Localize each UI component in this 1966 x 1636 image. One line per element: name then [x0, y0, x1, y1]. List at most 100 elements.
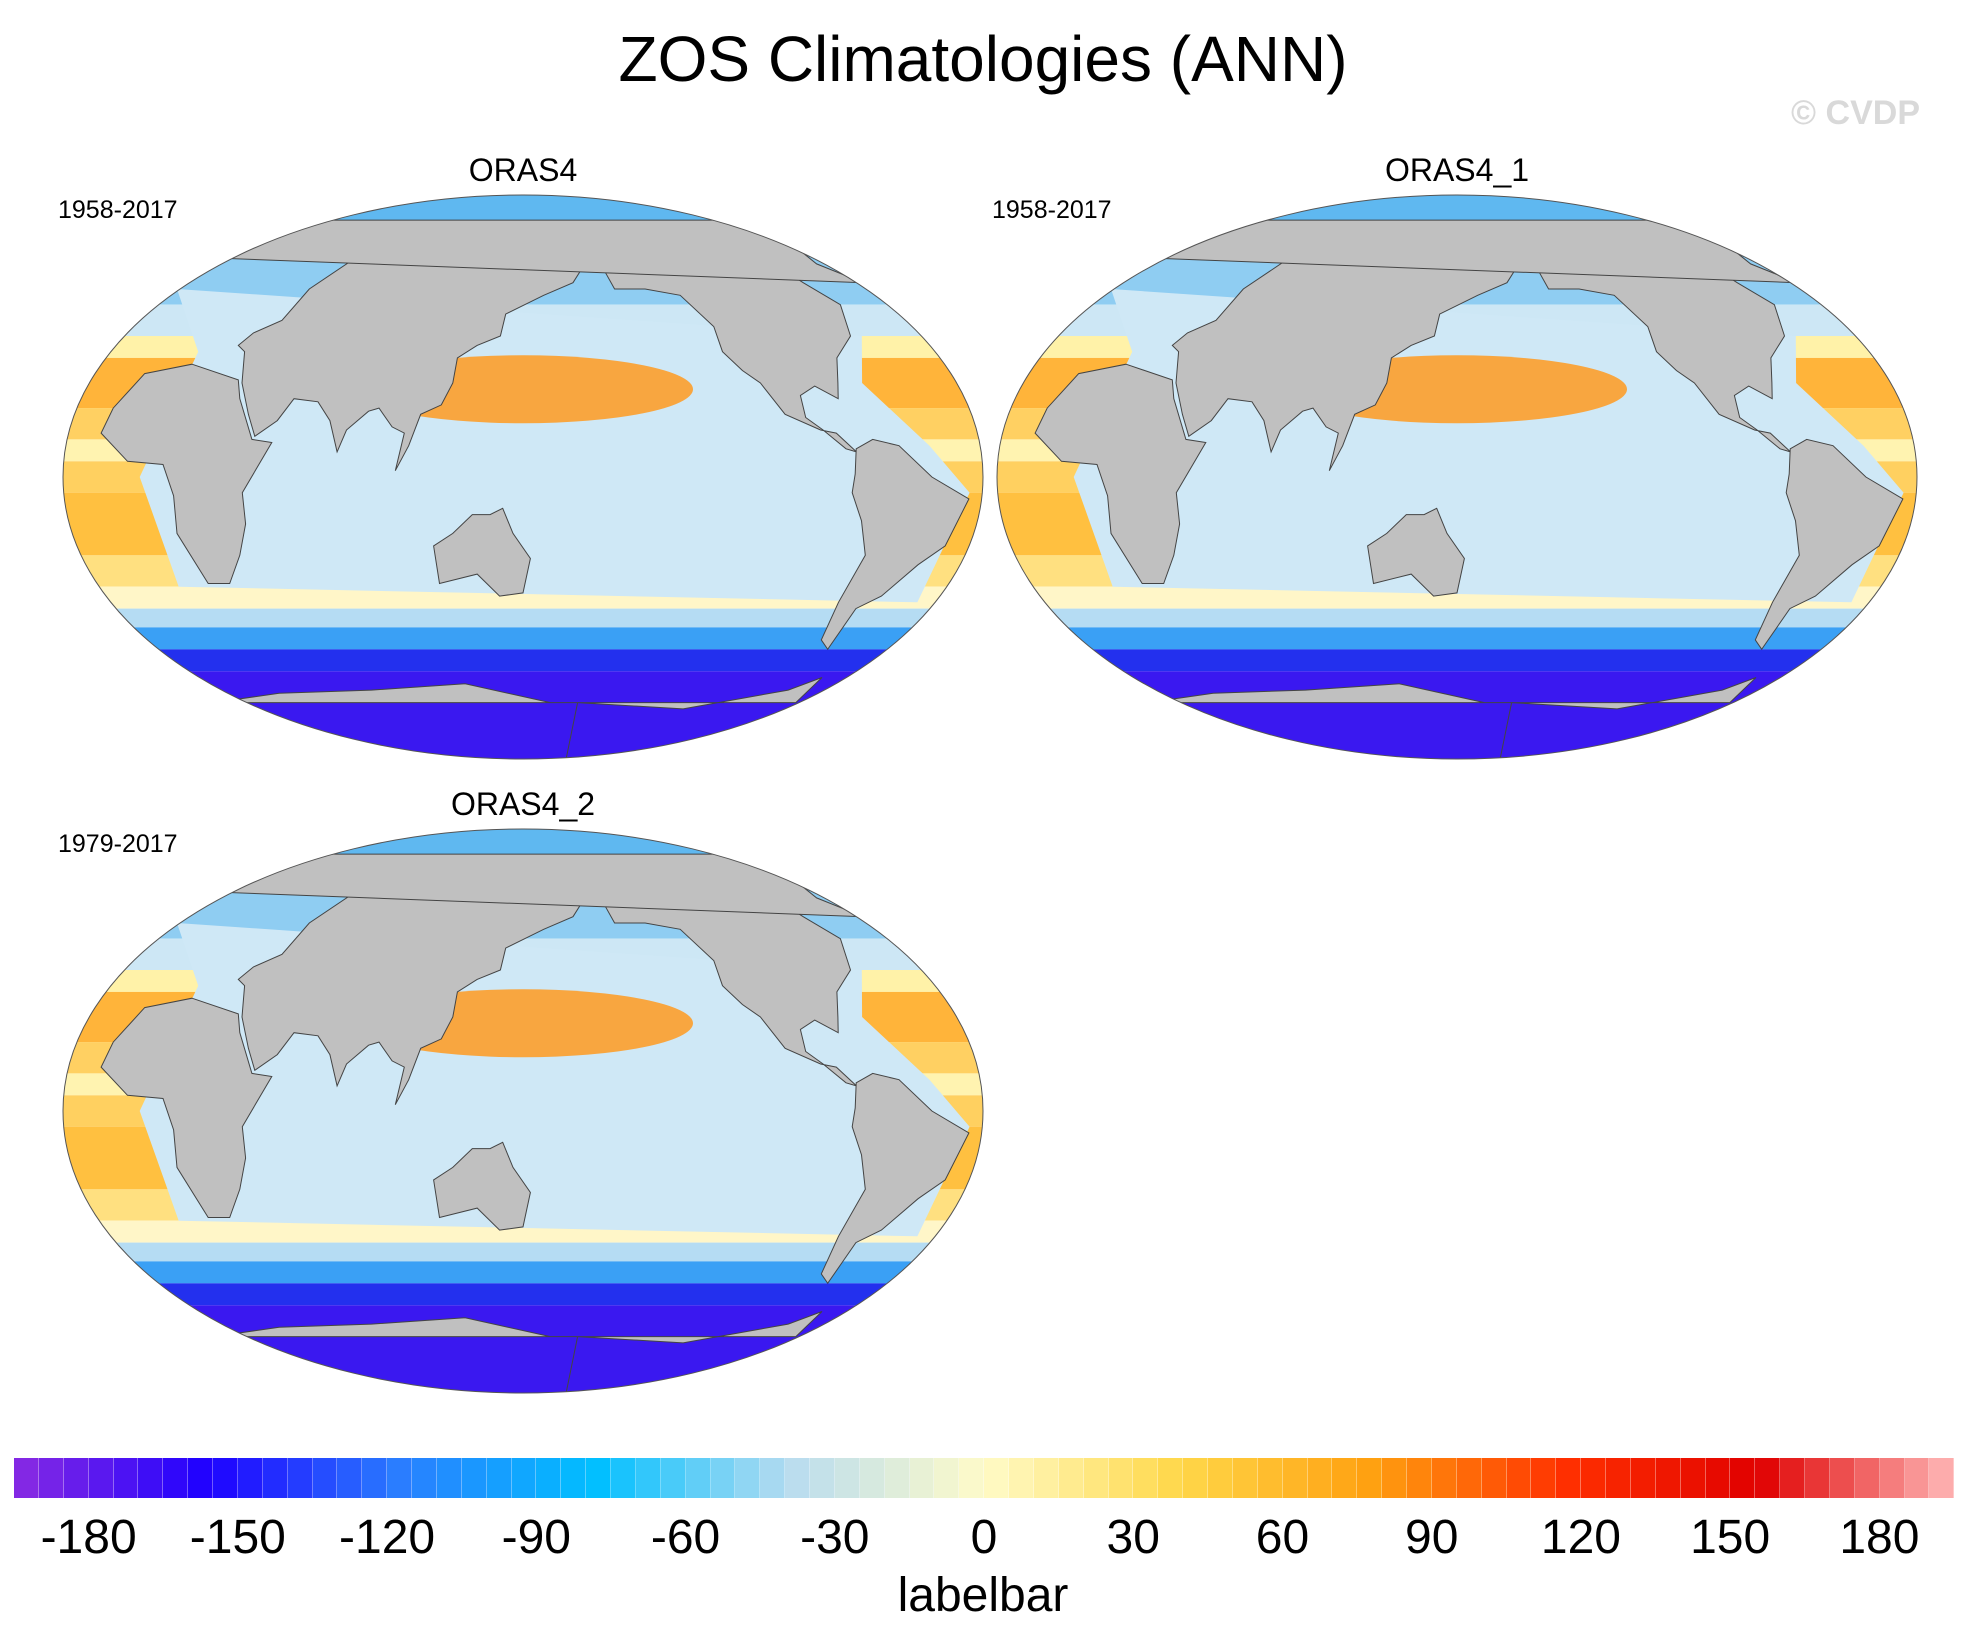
zos-band	[997, 608, 1917, 628]
labelbar-swatch	[785, 1458, 810, 1498]
panel-title: ORAS4_1	[1384, 152, 1530, 188]
figure-title: ZOS Climatologies (ANN)	[618, 23, 1348, 95]
world-map	[996, 194, 1918, 760]
labelbar-tick-label: 90	[1404, 1511, 1459, 1564]
landmass	[100, 997, 273, 1218]
zos-band	[63, 608, 983, 628]
zos-band	[63, 671, 983, 759]
labelbar-tick-label: -180	[40, 1511, 137, 1564]
labelbar-swatch	[934, 1458, 960, 1498]
labelbar-swatch	[859, 1458, 885, 1498]
labelbar-swatch	[760, 1458, 786, 1498]
labelbar-swatch	[1058, 1458, 1084, 1498]
labelbar-swatch	[1407, 1458, 1432, 1498]
landmass	[433, 507, 531, 597]
labelbar-swatch	[586, 1458, 611, 1498]
labelbar-swatch	[1730, 1458, 1756, 1498]
labelbar-tick-label: 150	[1690, 1511, 1771, 1564]
labelbar-swatch	[1581, 1458, 1606, 1498]
labelbar-swatch	[1183, 1458, 1208, 1498]
labelbar-swatch	[436, 1458, 462, 1498]
labelbar-swatch	[461, 1458, 487, 1498]
labelbar-swatch	[113, 1458, 139, 1498]
labelbar-swatch	[38, 1458, 64, 1498]
labelbar-swatch	[909, 1458, 935, 1498]
labelbar-swatch	[834, 1458, 860, 1498]
labelbar-swatch	[884, 1458, 910, 1498]
labelbar-swatch	[1606, 1458, 1631, 1498]
landmass	[237, 866, 582, 1105]
labelbar-tick-label: -60	[650, 1511, 721, 1564]
labelbar-swatch	[1009, 1458, 1034, 1498]
labelbar-title: labelbar	[897, 1569, 1069, 1622]
labelbar-swatch	[810, 1458, 835, 1498]
labelbar-swatch	[1929, 1458, 1955, 1498]
labelbar-swatch	[710, 1458, 736, 1498]
labelbar-swatch	[1108, 1458, 1134, 1498]
labelbar-swatch	[312, 1458, 338, 1498]
labelbar-swatch	[635, 1458, 661, 1498]
labelbar-swatch	[984, 1458, 1009, 1498]
labelbar-swatch	[1829, 1458, 1855, 1498]
labelbar-swatch	[486, 1458, 512, 1498]
labelbar-swatch	[1208, 1458, 1233, 1498]
labelbar-swatch	[1232, 1458, 1258, 1498]
labelbar-tick-label: 0	[970, 1511, 998, 1564]
map-border	[62, 194, 984, 760]
labelbar-swatch	[188, 1458, 213, 1498]
landmass	[213, 677, 823, 759]
labelbar-swatch	[1133, 1458, 1159, 1498]
labelbar-swatch	[1083, 1458, 1109, 1498]
labelbar-swatch	[1431, 1458, 1457, 1498]
labelbar-tick-label: 120	[1540, 1511, 1621, 1564]
labelbar-swatch	[1854, 1458, 1880, 1498]
labelbar-swatch	[1531, 1458, 1557, 1498]
labelbar-swatch	[287, 1458, 313, 1498]
labelbar-swatch	[262, 1458, 288, 1498]
labelbar-swatch	[1033, 1458, 1059, 1498]
labelbar-swatch	[63, 1458, 89, 1498]
labelbar-swatch	[1805, 1458, 1830, 1498]
labelbar-swatch	[362, 1458, 388, 1498]
cvdp-credit: © CVDP	[1791, 94, 1920, 132]
labelbar-swatch	[1158, 1458, 1184, 1498]
labelbar-tick-label: -120	[339, 1511, 436, 1564]
labelbar-swatch	[1556, 1458, 1582, 1498]
labelbar-swatch	[14, 1458, 39, 1498]
map-border	[996, 194, 1918, 760]
labelbar-swatch	[1780, 1458, 1805, 1498]
map-panel-oras4-2: ORAS4_2 1979-2017	[58, 786, 988, 1394]
landmass	[1171, 232, 1516, 471]
labelbar-swatch	[1307, 1458, 1333, 1498]
landmass	[213, 1311, 823, 1393]
labelbar-swatch	[1456, 1458, 1482, 1498]
labelbar-swatch	[163, 1458, 189, 1498]
labelbar-swatch	[959, 1458, 985, 1498]
map-border	[62, 828, 984, 1394]
zos-band	[63, 1261, 983, 1284]
labelbar-swatch	[511, 1458, 537, 1498]
zos-band	[63, 649, 983, 672]
labelbar-swatch	[611, 1458, 636, 1498]
labelbar-tick-label: 30	[1106, 1511, 1160, 1564]
labelbar-swatch	[1282, 1458, 1308, 1498]
panel-years: 1958-2017	[58, 196, 178, 224]
zos-band	[997, 649, 1917, 672]
labelbar-swatch	[536, 1458, 562, 1498]
landmass	[820, 438, 970, 651]
map-panel-oras4-1: ORAS4_1 1958-2017	[992, 152, 1922, 760]
labelbar-swatch	[1680, 1458, 1706, 1498]
labelbar-swatch	[138, 1458, 164, 1498]
landmass	[100, 363, 273, 584]
zos-band	[997, 671, 1917, 759]
zos-band	[63, 627, 983, 650]
map-panel-oras4: ORAS4 1958-2017	[58, 152, 988, 760]
zos-band	[63, 1283, 983, 1306]
labelbar-swatch	[1257, 1458, 1283, 1498]
world-map	[62, 194, 984, 760]
world-map	[62, 828, 984, 1394]
labelbar-swatch	[1655, 1458, 1681, 1498]
labelbar-tick-label: -90	[501, 1511, 571, 1564]
labelbar-tick-label: 60	[1255, 1511, 1310, 1564]
labelbar-swatch	[1630, 1458, 1656, 1498]
